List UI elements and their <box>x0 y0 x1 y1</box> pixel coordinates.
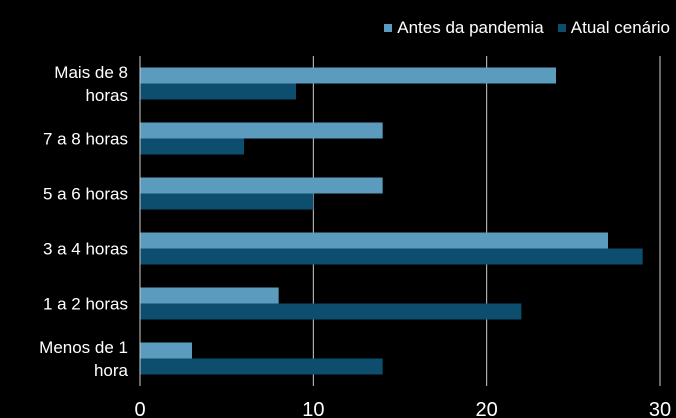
bar-antes-2 <box>140 177 383 194</box>
legend-swatch-atual <box>557 24 566 32</box>
category-label-0-1: horas <box>85 86 128 105</box>
legend-label-antes: Antes da pandemia <box>397 18 544 37</box>
x-tick-label-1: 10 <box>302 399 324 418</box>
bar-atual-0 <box>140 83 296 100</box>
legend-item-atual: Atual cenário <box>557 18 670 38</box>
category-label-0-0: Mais de 8 <box>54 63 128 82</box>
bar-atual-4 <box>140 303 522 320</box>
x-tick-label-3: 30 <box>649 399 671 418</box>
category-label-5-1: hora <box>94 361 129 380</box>
x-tick-label-2: 20 <box>476 399 498 418</box>
legend-item-antes: Antes da pandemia <box>384 18 544 38</box>
category-label-5-0: Menos de 1 <box>39 338 128 357</box>
category-label-2-0: 5 a 6 horas <box>43 185 128 204</box>
bar-atual-3 <box>140 248 643 265</box>
category-label-1-0: 7 a 8 horas <box>43 130 128 149</box>
bar-atual-2 <box>140 193 314 210</box>
legend: Antes da pandemia Atual cenário <box>384 18 670 38</box>
bar-antes-3 <box>140 232 608 249</box>
category-label-3-0: 3 a 4 horas <box>43 240 128 259</box>
bar-antes-5 <box>140 342 192 359</box>
legend-swatch-antes <box>384 24 393 32</box>
bar-atual-5 <box>140 358 383 375</box>
legend-label-atual: Atual cenário <box>570 18 670 37</box>
bar-atual-1 <box>140 138 244 155</box>
x-tick-label-0: 0 <box>134 399 145 418</box>
bar-antes-0 <box>140 67 556 84</box>
category-label-4-0: 1 a 2 horas <box>43 295 128 314</box>
bar-antes-1 <box>140 122 383 139</box>
bar-antes-4 <box>140 287 279 304</box>
